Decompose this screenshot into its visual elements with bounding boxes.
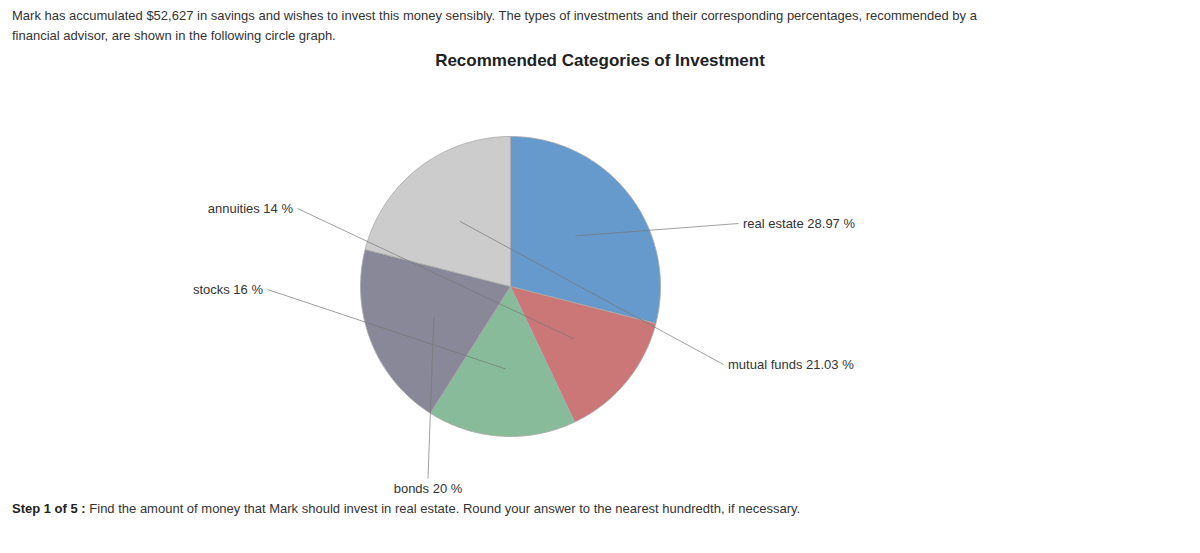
html-text:Recommended Categories of Inve: Recommended Categories of Investment: [435, 51, 765, 70]
svg-text:real estate 28.97 %: real estate 28.97 %: [743, 216, 855, 231]
svg-text:stocks 16 %: stocks 16 %: [193, 282, 264, 297]
svg-text:bonds 20 %: bonds 20 %: [394, 481, 463, 496]
html-text:Mark has accumulated $52,627 i: Mark has accumulated $52,627 in savings …: [12, 8, 977, 43]
html-text:Step 1 of 5 : Find the amount: Step 1 of 5 : Find the amount of money t…: [12, 501, 801, 516]
svg-text:mutual funds 21.03 %: mutual funds 21.03 %: [728, 357, 854, 372]
svg-text:annuities 14 %: annuities 14 %: [208, 201, 294, 216]
